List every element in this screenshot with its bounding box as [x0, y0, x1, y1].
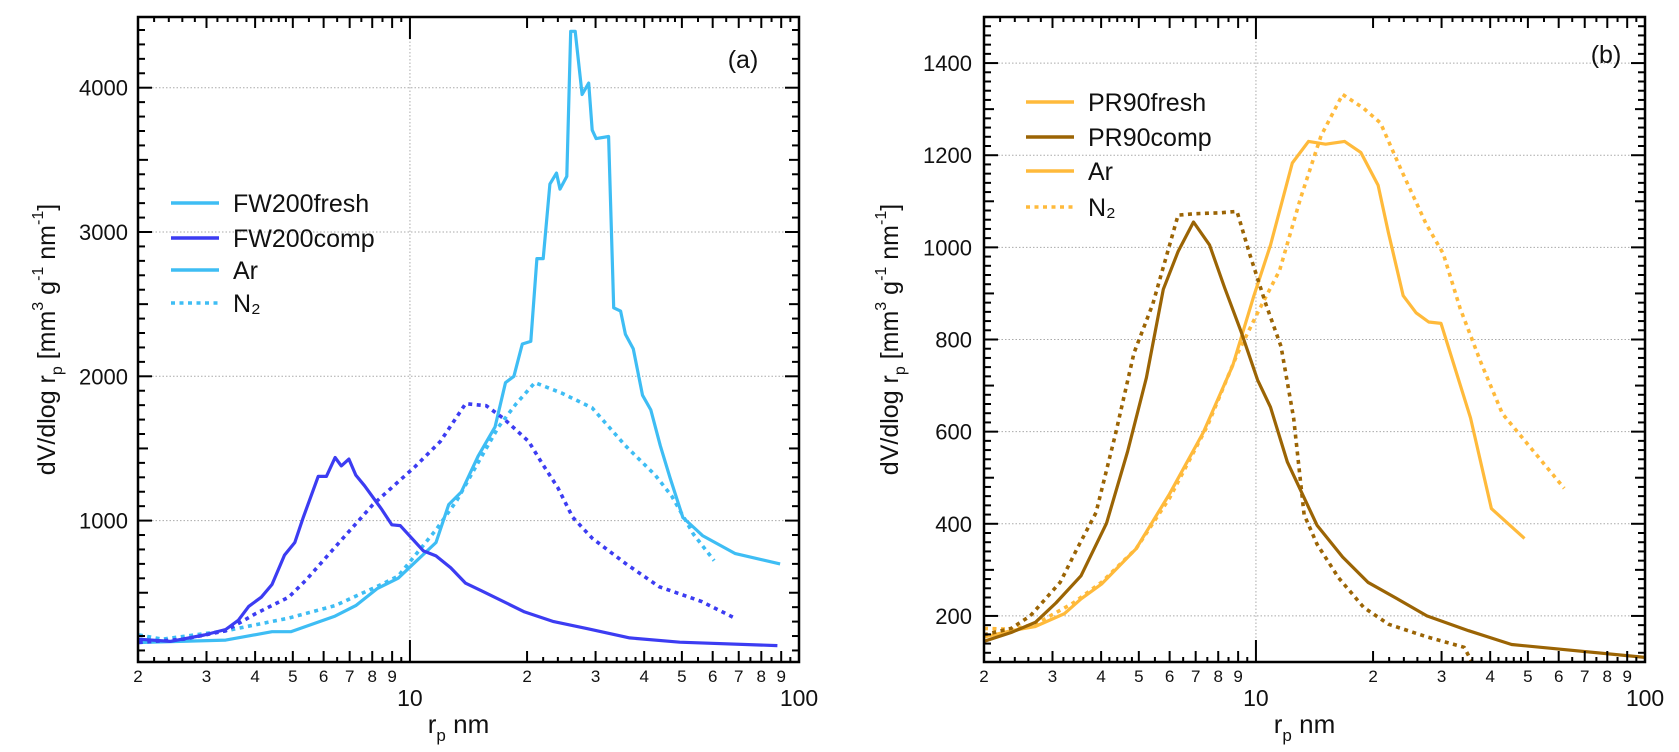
x-tick-label-major: 100 [780, 685, 818, 711]
x-tick-label: 5 [288, 667, 297, 686]
x-tick-label: 7 [1580, 667, 1589, 686]
x-tick-label: 6 [1165, 667, 1174, 686]
panel-label: (a) [728, 46, 759, 74]
x-tick-label: 5 [677, 667, 686, 686]
y-axis-label-part: [mm [33, 311, 61, 367]
x-tick-label: 9 [1233, 667, 1242, 686]
y-axis-label-part: [mm [876, 311, 904, 367]
x-tick-label: 2 [979, 667, 988, 686]
x-tick-label: 9 [387, 667, 396, 686]
x-tick-label: 6 [319, 667, 328, 686]
x-tick-label: 2 [1368, 667, 1377, 686]
x-tick-label: 5 [1134, 667, 1143, 686]
y-axis-label-part: 3 [30, 302, 47, 311]
x-tick-label-major: 10 [397, 685, 423, 711]
x-tick-label-major: 100 [1626, 685, 1664, 711]
x-tick-label: 7 [734, 667, 743, 686]
y-axis-label-part: 3 [873, 302, 890, 311]
x-tick-label: 6 [708, 667, 717, 686]
x-tick-label: 7 [1191, 667, 1200, 686]
legend-label: PR90comp [1088, 124, 1212, 152]
x-axis-label: rp nm [428, 709, 489, 745]
x-tick-label: 4 [639, 667, 648, 686]
series-line-pr90comp-ar [984, 220, 1645, 659]
x-tick-label: 6 [1554, 667, 1563, 686]
x-tick-label-major: 10 [1243, 685, 1269, 711]
x-axis-label-main: r [428, 709, 437, 739]
series-line-fw200fresh-n2 [138, 380, 716, 642]
y-axis-label: dV/dlog rp [mm3 g-1 nm-1] [873, 204, 909, 475]
x-axis-label-unit: nm [1292, 709, 1335, 739]
legend-label: FW200comp [233, 225, 375, 253]
y-axis-label-part: dV/dlog r [33, 375, 61, 475]
x-tick-label: 4 [1485, 667, 1494, 686]
x-tick-label: 7 [345, 667, 354, 686]
x-axis-label: rp nm [1274, 709, 1335, 745]
x-tick-label: 8 [757, 667, 766, 686]
x-tick-label: 3 [1048, 667, 1057, 686]
legend-label: N₂ [1088, 194, 1116, 222]
x-tick-label: 9 [1622, 667, 1631, 686]
y-tick-label: 1400 [923, 51, 972, 76]
y-axis-label-part: g [876, 281, 904, 302]
panel-a-chart: 2 3 4 5 6 7 8 9 2 3 4 5 6 7 8 910 1001000200030004000rp … [30, 15, 818, 745]
x-tick-label: 8 [368, 667, 377, 686]
x-axis-label-main: r [1274, 709, 1283, 739]
legend: PR90fresh PR90comp Ar N₂ [1026, 89, 1212, 222]
y-tick-label: 3000 [79, 220, 128, 245]
x-tick-label: 3 [591, 667, 600, 686]
legend-label: PR90fresh [1088, 89, 1206, 117]
y-axis-label-part: -1 [30, 267, 47, 281]
y-tick-label: 800 [935, 328, 972, 353]
panel-label: (b) [1591, 41, 1622, 69]
y-tick-label: 4000 [79, 76, 128, 101]
y-axis-label-part: -1 [873, 211, 890, 225]
y-axis-label-part: nm [876, 225, 904, 267]
y-tick-label: 600 [935, 420, 972, 445]
y-axis-label-part: -1 [30, 211, 47, 225]
y-tick-label: 200 [935, 604, 972, 629]
legend-label: Ar [1088, 158, 1113, 186]
y-axis-label-part: dV/dlog r [876, 375, 904, 475]
y-axis-label: dV/dlog rp [mm3 g-1 nm-1] [30, 204, 66, 475]
series-line-pr90fresh-ar [984, 139, 1526, 639]
x-axis-label-sub: p [1282, 726, 1291, 745]
x-tick-label: 4 [250, 667, 259, 686]
y-axis-label-part: ] [33, 204, 61, 211]
y-tick-label: 1200 [923, 143, 972, 168]
plot-frame [136, 15, 801, 664]
legend-label: Ar [233, 257, 258, 285]
x-axis-label-sub: p [436, 726, 445, 745]
y-axis-label-part: p [892, 366, 909, 375]
legend-label: FW200fresh [233, 190, 369, 218]
series-line-fw200comp-n2 [138, 401, 735, 645]
y-axis-label-part: -1 [873, 267, 890, 281]
y-axis-label-part: p [49, 366, 66, 375]
x-tick-label: 9 [776, 667, 785, 686]
x-tick-label: 8 [1603, 667, 1612, 686]
y-axis-label-part: g [33, 281, 61, 302]
y-tick-label: 1000 [923, 235, 972, 260]
x-tick-label: 2 [522, 667, 531, 686]
x-tick-label: 2 [133, 667, 142, 686]
x-tick-label: 3 [202, 667, 211, 686]
x-tick-label: 5 [1523, 667, 1532, 686]
x-tick-label: 8 [1214, 667, 1223, 686]
panel-b-chart: 2 3 4 5 6 7 8 9 2 3 4 5 6 7 8 910 1002004006008001000120… [873, 15, 1664, 745]
legend-label: N₂ [233, 290, 261, 318]
y-tick-label: 2000 [79, 364, 128, 389]
series-line-fw200comp-ar [138, 455, 778, 648]
x-tick-label: 3 [1437, 667, 1446, 686]
series-line-fw200fresh-ar [138, 29, 781, 645]
x-tick-label: 4 [1096, 667, 1105, 686]
y-axis-label-part: ] [876, 204, 904, 211]
series-line-pr90fresh-n2 [984, 92, 1566, 632]
y-tick-label: 1000 [79, 509, 128, 534]
y-tick-label: 400 [935, 512, 972, 537]
x-axis-label-unit: nm [446, 709, 489, 739]
legend: FW200fresh FW200comp Ar N₂ [171, 190, 375, 318]
y-axis-label-part: nm [33, 225, 61, 267]
